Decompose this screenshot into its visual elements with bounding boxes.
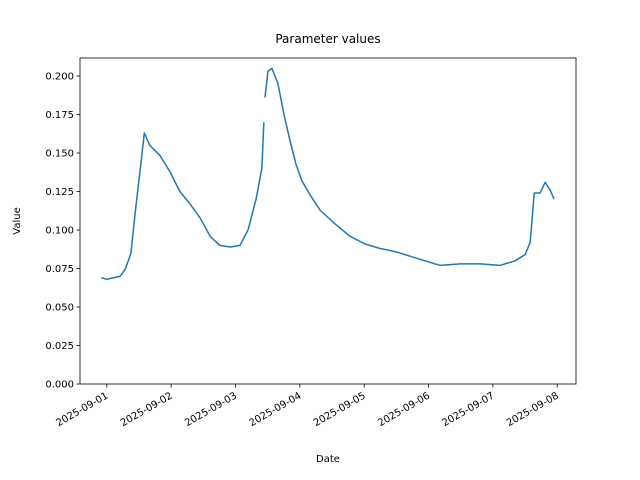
- y-tick-label: 0.175: [45, 110, 74, 121]
- x-axis-label: Date: [316, 454, 340, 465]
- y-tick-label: 0.150: [45, 149, 74, 160]
- x-tick-label: 2025-09-05: [312, 391, 368, 430]
- x-tick-label: 2025-09-08: [505, 391, 561, 430]
- y-axis-label: Value: [12, 207, 23, 234]
- chart-title: Parameter values: [275, 32, 380, 46]
- plot-frame: [79, 57, 577, 385]
- x-tick-label: 2025-09-06: [376, 391, 432, 430]
- y-tick-label: 0.050: [45, 303, 74, 314]
- y-tick-label: 0.125: [45, 187, 74, 198]
- x-tick-label: 2025-09-07: [441, 391, 497, 430]
- y-tick-label: 0.025: [45, 341, 74, 352]
- y-tick-label: 0.000: [45, 380, 74, 391]
- data-line: [101, 67, 555, 281]
- y-tick-label: 0.200: [45, 72, 74, 83]
- x-tick-label: 2025-09-02: [119, 391, 175, 430]
- x-tick-label: 2025-09-04: [248, 391, 304, 430]
- y-tick-label: 0.075: [45, 264, 74, 275]
- y-tick-label: 0.100: [45, 226, 74, 237]
- x-tick-label: 2025-09-01: [54, 391, 110, 430]
- x-tick-label: 2025-09-03: [183, 391, 239, 430]
